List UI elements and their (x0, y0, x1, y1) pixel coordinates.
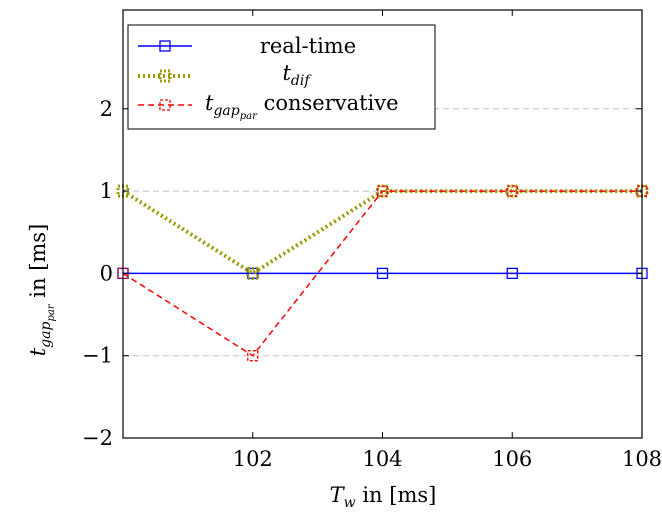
legend-label-dif: tdif (282, 61, 312, 89)
legend-entry-gap: tgappar conservative (138, 91, 399, 122)
series-line-gap (122, 190, 642, 357)
y-tick-label-1: −1 (82, 344, 113, 368)
legend-label-rt: real-time (260, 34, 356, 58)
marker-rt-3 (506, 267, 518, 280)
legend-label-gap: tgappar conservative (205, 91, 399, 122)
axis-ticks: −2 −1 0 1 2 102 104 106 108 (82, 10, 662, 471)
x-tick-label-3: 108 (622, 447, 662, 471)
y-tick-label-4: 2 (100, 97, 113, 121)
series-line-dif (121, 189, 642, 276)
marker-gap-1 (247, 350, 259, 362)
y-tick-label-0: −2 (82, 426, 113, 450)
legend-entry-rt: real-time (138, 34, 356, 58)
series-dif (116, 184, 649, 280)
x-axis-label: Tw in [ms] (330, 483, 437, 511)
legend-entry-dif: tdif (138, 61, 312, 89)
legend-marker-gap (159, 99, 171, 111)
legend-marker-dif (158, 69, 172, 83)
y-tick-label-3: 1 (100, 179, 113, 203)
marker-gap-2 (376, 185, 389, 197)
x-tick-label-2: 106 (492, 447, 532, 471)
marker-rt-2 (376, 267, 389, 280)
series-layer (116, 184, 649, 362)
y-tick-label-2: 0 (100, 261, 113, 285)
legend: real-time tdif tgappar conservative (127, 24, 436, 130)
y-axis-label: tgappar in [ms] (26, 224, 57, 357)
legend-marker-rt (159, 40, 171, 52)
x-tick-label-1: 104 (362, 447, 402, 471)
marker-dif-1 (246, 266, 260, 280)
grid-lines (123, 108, 642, 357)
marker-gap-3 (506, 185, 518, 197)
series-rt (117, 267, 648, 280)
x-tick-label-0: 102 (233, 447, 273, 471)
